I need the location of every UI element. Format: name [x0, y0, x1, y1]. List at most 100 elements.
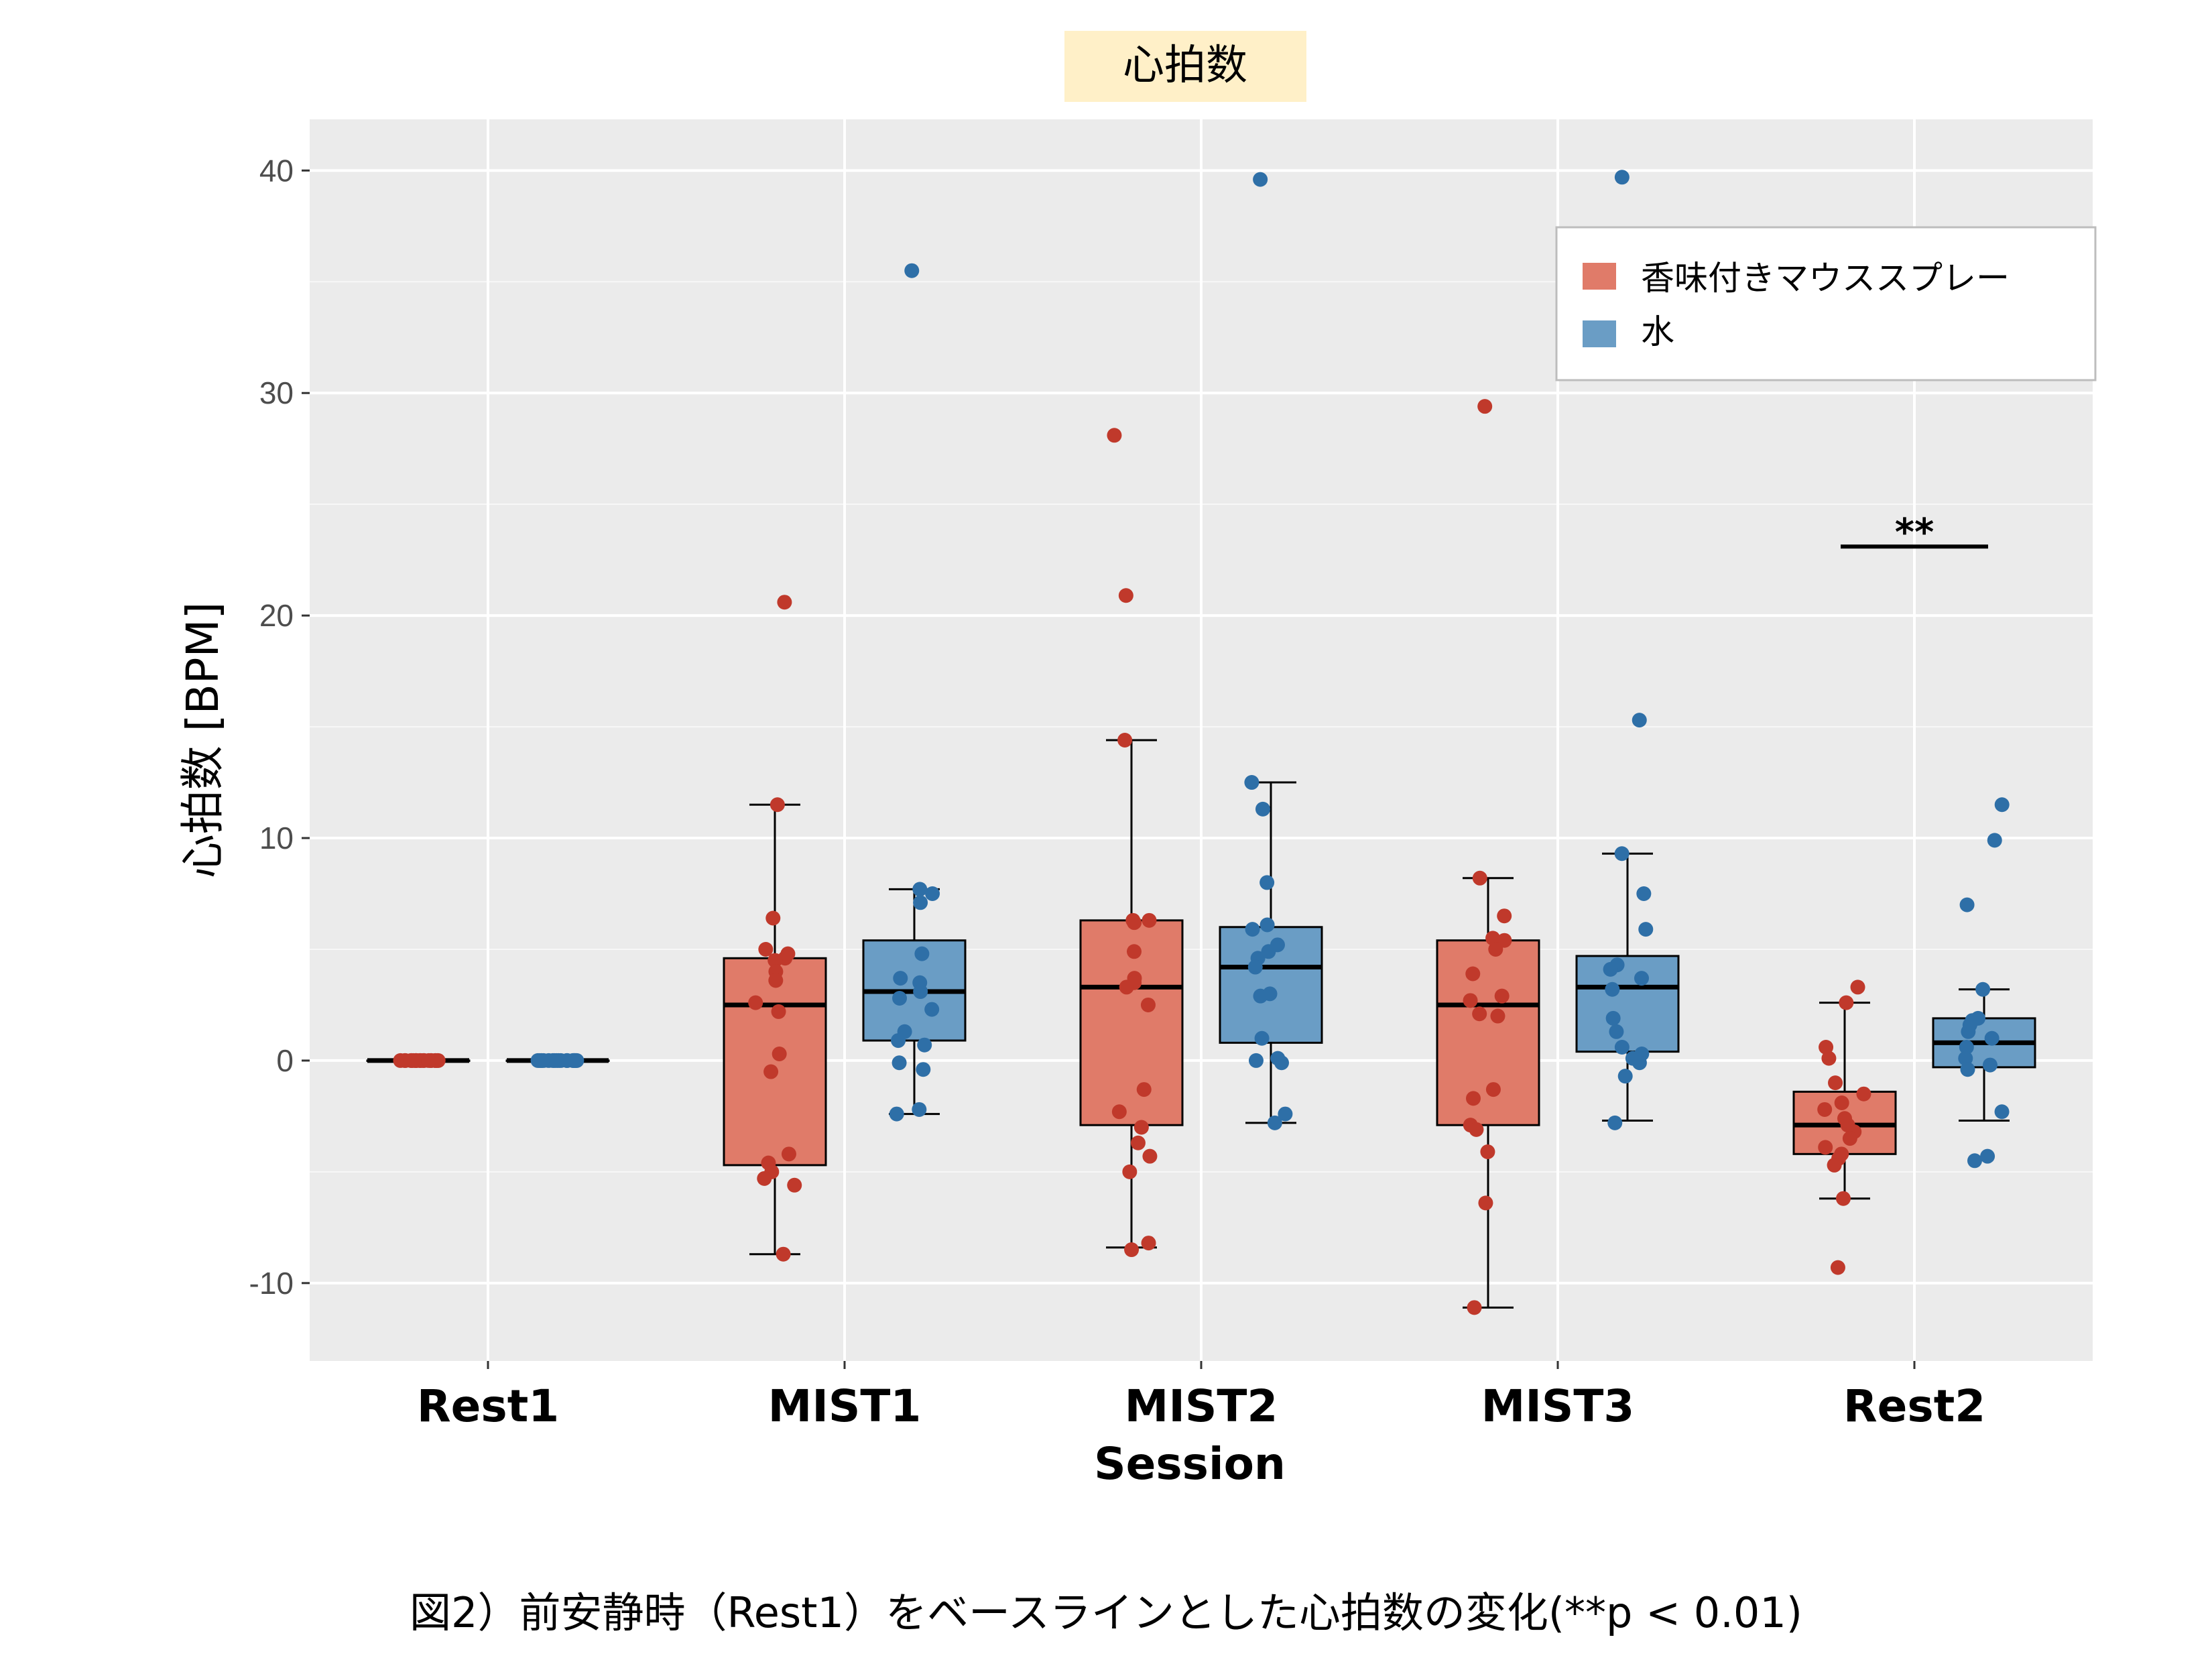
data-point [1141, 1236, 1156, 1251]
data-point [1472, 870, 1487, 886]
y-axis-title: 心拍数 [BPM] [177, 602, 229, 879]
data-point [1133, 1120, 1149, 1135]
data-point [767, 953, 783, 968]
data-point [1494, 988, 1510, 1004]
data-point [1124, 1242, 1140, 1258]
data-point [1259, 875, 1275, 890]
data-point [1497, 908, 1512, 924]
data-point [1828, 1075, 1843, 1091]
data-point [891, 1033, 906, 1049]
data-point [1274, 1055, 1290, 1071]
data-point [1480, 1144, 1495, 1160]
box-mist3-1 [1575, 852, 1680, 1122]
data-point [1967, 1153, 1982, 1169]
y-tick-label: 0 [276, 1043, 294, 1078]
data-point [1987, 833, 2002, 848]
data-point [1632, 1055, 1647, 1071]
data-point [1467, 1300, 1482, 1315]
legend-label-water: 水 [1641, 312, 1674, 351]
data-point [768, 973, 784, 988]
data-point [1130, 1135, 1146, 1150]
data-point [1634, 971, 1649, 986]
data-point [772, 1046, 787, 1061]
data-point [916, 1062, 931, 1077]
data-point [1118, 588, 1133, 603]
data-point [1247, 959, 1263, 975]
data-point [1835, 1191, 1851, 1206]
data-point [904, 263, 920, 278]
data-point [914, 946, 930, 961]
data-point [892, 1055, 907, 1071]
data-point [1839, 995, 1854, 1010]
data-point [1614, 1040, 1630, 1055]
data-point [913, 984, 928, 1000]
data-point [913, 895, 928, 910]
data-point [1961, 1024, 1976, 1039]
data-point [421, 1053, 436, 1068]
data-point [787, 1177, 802, 1193]
data-point [1614, 846, 1630, 861]
data-point [1469, 1122, 1484, 1137]
data-point [924, 1002, 940, 1017]
box-body [1436, 939, 1540, 1126]
data-point [1607, 1115, 1623, 1130]
data-point [1254, 1030, 1270, 1046]
data-point [1245, 922, 1260, 937]
x-tick-label: Rest1 [417, 1380, 559, 1432]
data-point [917, 1037, 932, 1053]
data-point [1267, 1115, 1282, 1130]
data-point [1107, 428, 1122, 443]
data-point [777, 595, 792, 610]
data-point [1465, 966, 1481, 981]
x-axis-title: Session [1094, 1438, 1286, 1490]
legend-key-fragrance [1583, 263, 1616, 290]
data-point [1842, 1131, 1857, 1146]
data-point [549, 1053, 564, 1068]
data-point [1122, 1164, 1138, 1179]
data-point [1959, 897, 1975, 912]
data-point [1248, 1053, 1264, 1068]
data-point [763, 1064, 779, 1079]
chart-title: 心拍数 [1123, 40, 1247, 89]
data-point [1140, 997, 1156, 1012]
data-point [404, 1053, 419, 1068]
data-point [1638, 922, 1654, 937]
data-point [770, 797, 785, 813]
box-mist1-1 [862, 888, 967, 1116]
data-point [1126, 944, 1142, 959]
data-point [1994, 797, 2010, 813]
data-point [1465, 1091, 1481, 1106]
data-point [1994, 1104, 2010, 1120]
data-point [1278, 1106, 1293, 1122]
legend-label-fragrance: 香味付きマウススプレー [1641, 259, 2010, 298]
data-point [1478, 1195, 1493, 1211]
data-point [1636, 886, 1652, 902]
box-body [1575, 955, 1680, 1053]
data-point [1850, 979, 1865, 995]
data-point [912, 882, 928, 897]
annotations: ** [1841, 511, 1988, 554]
box-rest2-1 [1932, 988, 2036, 1122]
data-point [1253, 988, 1268, 1004]
box-mist3-0 [1436, 877, 1540, 1309]
data-point [1609, 1024, 1624, 1039]
data-point [1605, 981, 1620, 997]
data-point [536, 1053, 551, 1068]
data-point [1980, 1148, 1995, 1164]
grid [310, 119, 2093, 1361]
data-point [1490, 1008, 1506, 1024]
data-point [1834, 1095, 1849, 1110]
data-point [757, 1171, 772, 1186]
data-point [1960, 1062, 1975, 1077]
data-point [1818, 1140, 1833, 1155]
data-point [1127, 915, 1142, 931]
data-point [1830, 1260, 1845, 1275]
data-point [1142, 1148, 1158, 1164]
x-tick-label: MIST3 [1481, 1380, 1635, 1432]
data-point [925, 886, 940, 902]
figure-caption: 図2）前安静時（Rest1）をベースラインとした心拍数の変化(**p < 0.0… [410, 1588, 1802, 1637]
data-point [748, 995, 763, 1010]
data-point [892, 991, 908, 1006]
data-point [1632, 713, 1647, 728]
